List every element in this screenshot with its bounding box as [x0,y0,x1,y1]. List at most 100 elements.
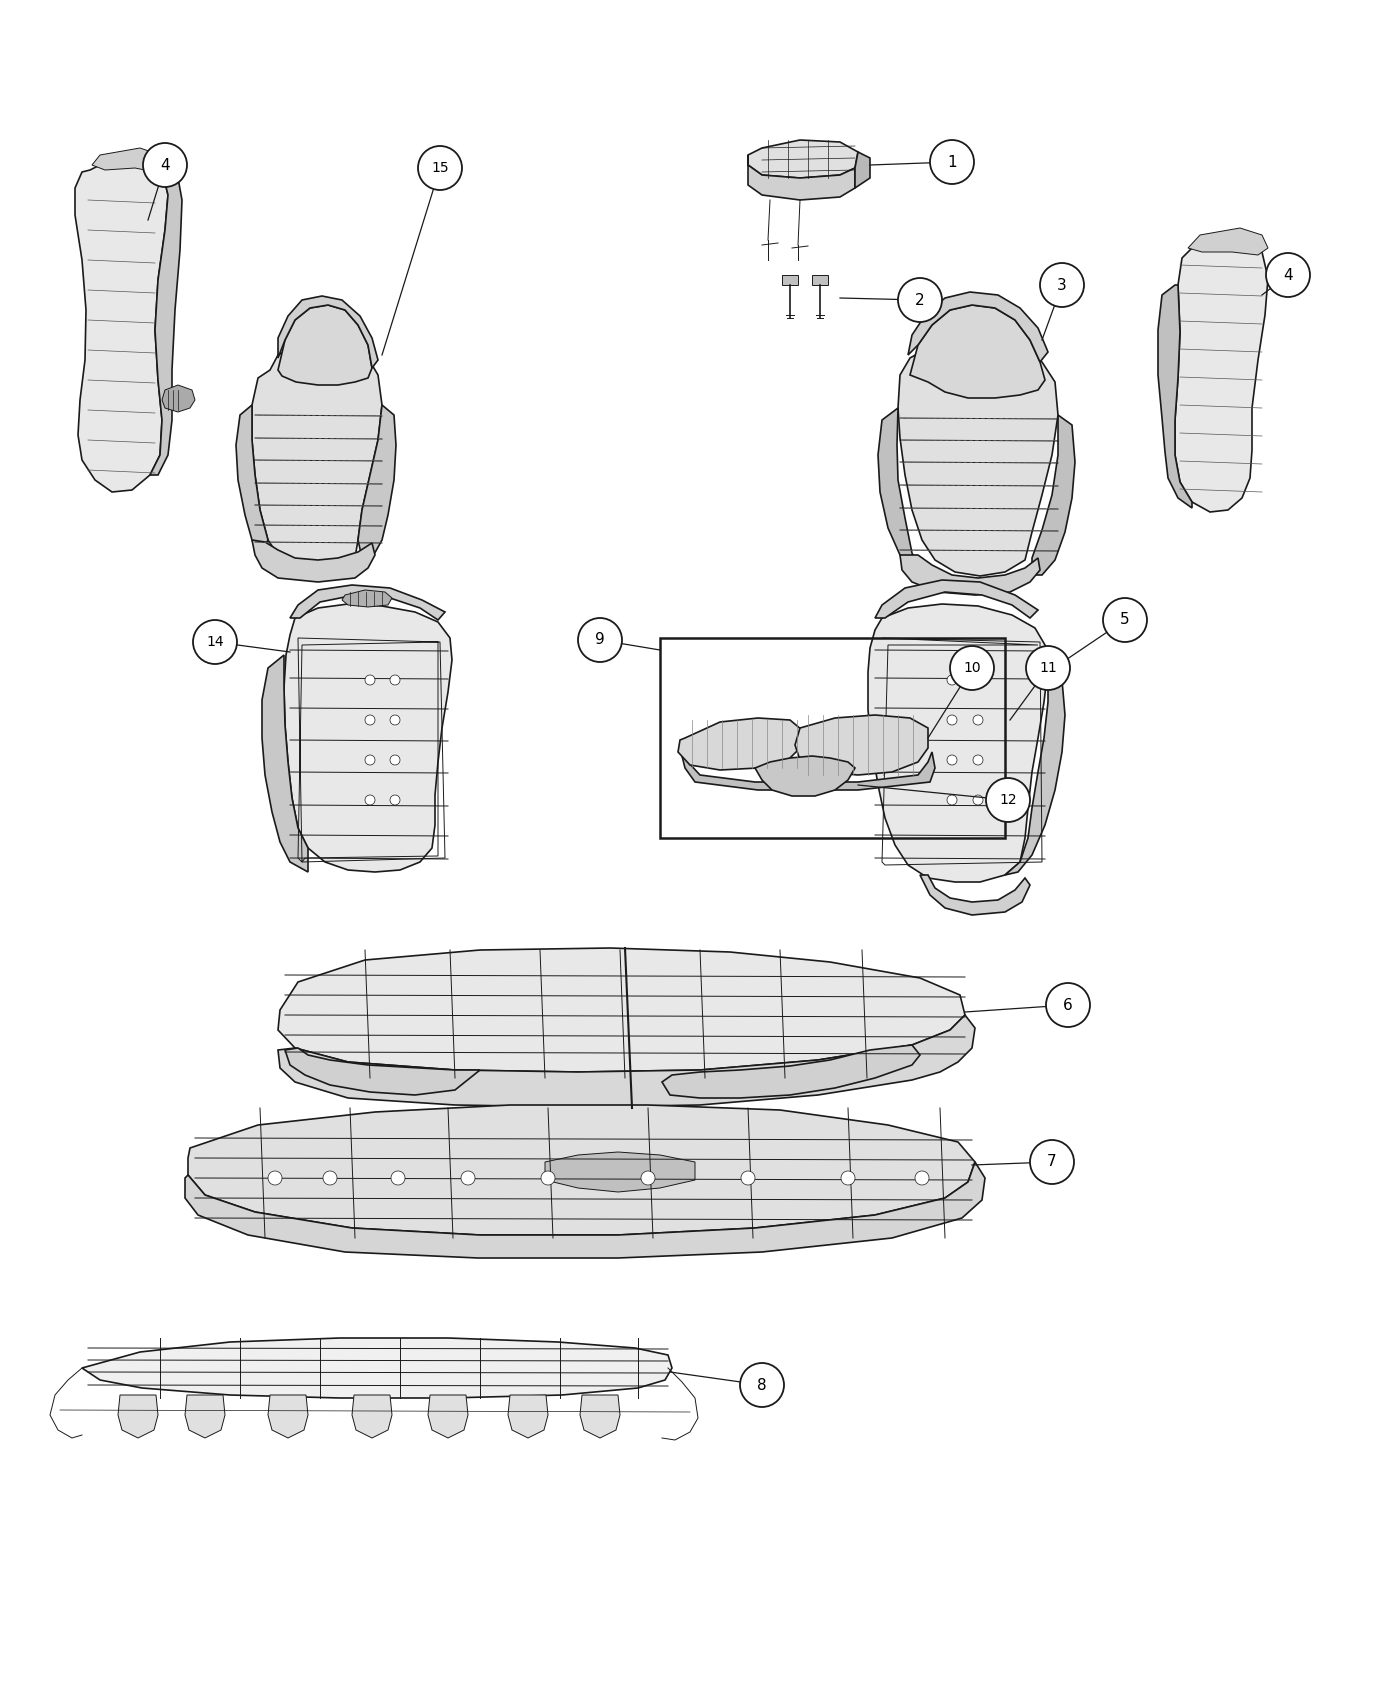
Text: 10: 10 [963,661,981,675]
Polygon shape [290,585,445,620]
Polygon shape [878,408,923,571]
Polygon shape [162,384,195,411]
Text: 9: 9 [595,632,605,648]
Circle shape [946,675,958,685]
Circle shape [916,1171,930,1185]
Circle shape [1040,264,1084,308]
Polygon shape [358,405,396,558]
Text: 5: 5 [1120,612,1130,627]
Polygon shape [188,1105,974,1234]
Circle shape [365,796,375,806]
Polygon shape [279,304,372,384]
Polygon shape [262,654,308,872]
Text: 12: 12 [1000,792,1016,808]
Circle shape [930,139,974,184]
Text: 4: 4 [160,158,169,172]
Text: 1: 1 [948,155,956,170]
Circle shape [946,755,958,765]
Polygon shape [909,292,1049,362]
Text: 8: 8 [757,1377,767,1392]
Polygon shape [920,876,1030,915]
Circle shape [897,279,942,321]
Text: 6: 6 [1063,998,1072,1013]
Polygon shape [868,604,1049,882]
Polygon shape [875,580,1037,619]
Circle shape [1030,1141,1074,1183]
Polygon shape [508,1396,547,1438]
Circle shape [391,716,400,724]
Polygon shape [910,304,1044,398]
Polygon shape [748,155,855,201]
Polygon shape [252,345,382,568]
Text: 15: 15 [431,162,449,175]
Circle shape [143,143,188,187]
Circle shape [973,716,983,724]
Polygon shape [855,151,869,189]
Polygon shape [678,717,802,770]
Circle shape [946,796,958,806]
Polygon shape [1175,235,1268,512]
Polygon shape [286,1047,480,1095]
Polygon shape [252,541,375,581]
Polygon shape [1158,286,1191,508]
Circle shape [741,1363,784,1408]
Circle shape [578,619,622,661]
Polygon shape [900,554,1040,595]
Polygon shape [185,1163,986,1258]
Polygon shape [185,1396,225,1438]
Circle shape [391,675,400,685]
Bar [659,638,1005,838]
Text: 14: 14 [206,636,224,649]
Text: 7: 7 [1047,1154,1057,1170]
Polygon shape [428,1396,468,1438]
Polygon shape [279,1015,974,1107]
Circle shape [1103,598,1147,643]
Circle shape [391,755,400,765]
Polygon shape [237,405,267,554]
Circle shape [391,796,400,806]
Polygon shape [755,756,855,796]
Circle shape [1266,253,1310,298]
Circle shape [391,1171,405,1185]
Polygon shape [92,148,165,172]
Polygon shape [662,1046,920,1098]
Polygon shape [342,590,392,607]
Text: 4: 4 [1284,267,1292,282]
Polygon shape [150,170,182,474]
Circle shape [419,146,462,190]
Polygon shape [1189,228,1268,255]
Circle shape [973,755,983,765]
Polygon shape [267,1396,308,1438]
Polygon shape [812,275,827,286]
Circle shape [365,716,375,724]
Circle shape [267,1171,281,1185]
Circle shape [1046,983,1091,1027]
Polygon shape [748,139,858,178]
Circle shape [986,779,1030,823]
Polygon shape [795,716,928,775]
Circle shape [193,620,237,665]
Polygon shape [279,296,378,367]
Polygon shape [76,155,168,491]
Polygon shape [1032,415,1075,575]
Circle shape [365,755,375,765]
Circle shape [841,1171,855,1185]
Polygon shape [1005,668,1065,876]
Polygon shape [680,748,935,790]
Circle shape [540,1171,554,1185]
Polygon shape [897,342,1058,576]
Circle shape [1026,646,1070,690]
Circle shape [973,675,983,685]
Circle shape [323,1171,337,1185]
Text: 2: 2 [916,292,925,308]
Polygon shape [783,275,798,286]
Circle shape [641,1171,655,1185]
Polygon shape [284,604,452,872]
Text: 11: 11 [1039,661,1057,675]
Polygon shape [118,1396,158,1438]
Circle shape [365,675,375,685]
Text: 3: 3 [1057,277,1067,292]
Circle shape [973,796,983,806]
Polygon shape [580,1396,620,1438]
Circle shape [951,646,994,690]
